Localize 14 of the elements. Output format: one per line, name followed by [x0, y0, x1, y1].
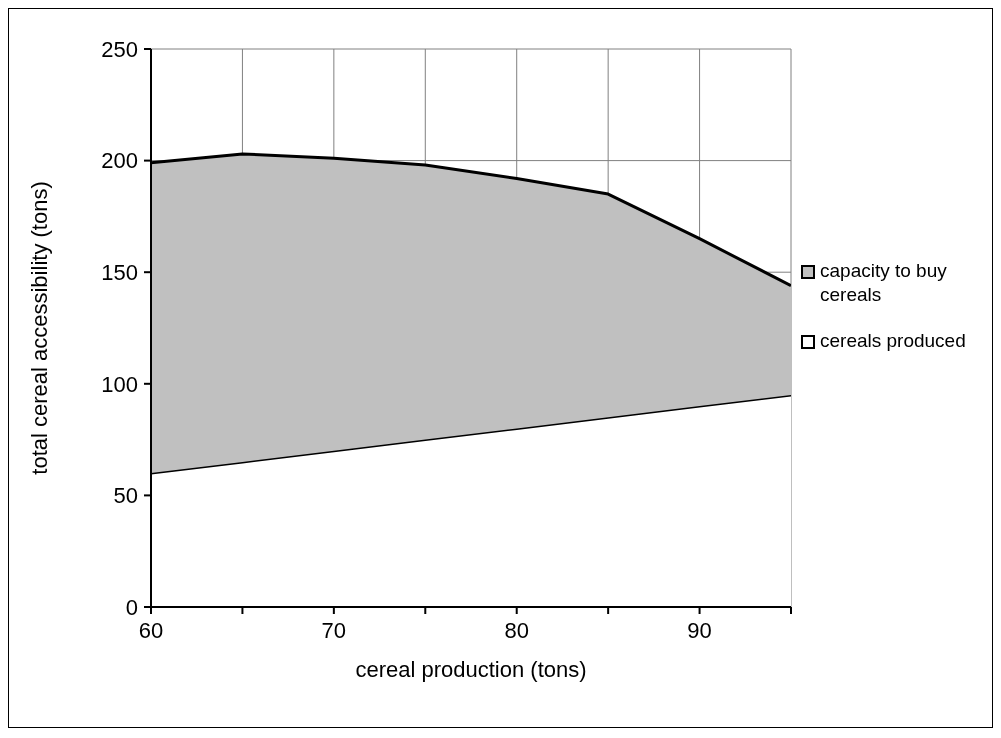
x-tick-label: 80 — [504, 617, 529, 643]
y-tick-label: 150 — [101, 260, 138, 286]
x-tick-label: 60 — [138, 617, 164, 643]
x-axis-title: cereal production (tons) — [355, 657, 587, 682]
legend-label: capacity to buy cereals — [820, 259, 948, 307]
legend-label: cereals produced — [820, 329, 966, 353]
x-tick-label: 70 — [321, 617, 347, 643]
y-tick-label: 200 — [101, 148, 138, 174]
y-tick-label: 50 — [113, 483, 138, 509]
y-tick-label: 100 — [101, 371, 138, 397]
x-tick-label: 90 — [687, 617, 712, 643]
y-axis-title: total cereal accessibility (tons) — [26, 181, 52, 475]
y-tick-label: 0 — [125, 594, 138, 620]
y-tick-label: 250 — [101, 36, 138, 62]
